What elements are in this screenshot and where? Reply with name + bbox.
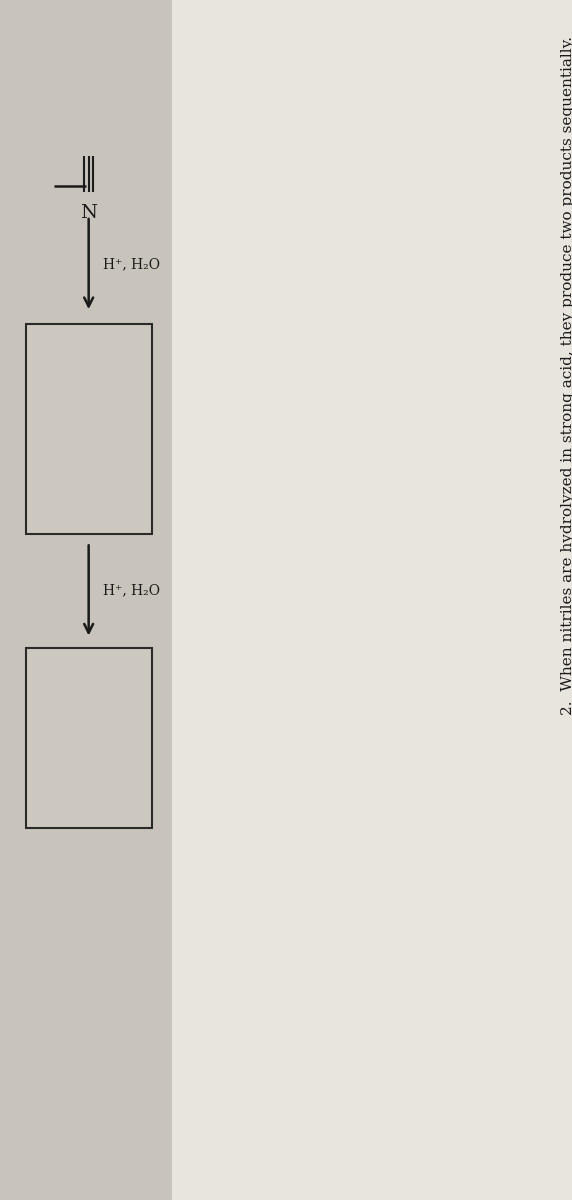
Text: 2.  When nitriles are hydrolyzed in strong acid, they produce two products seque: 2. When nitriles are hydrolyzed in stron… (561, 36, 572, 715)
Bar (26, 648, 152, 828)
FancyBboxPatch shape (172, 0, 572, 1200)
Text: H⁺, H₂O: H⁺, H₂O (103, 583, 160, 598)
Bar (26, 324, 152, 534)
Text: H⁺, H₂O: H⁺, H₂O (103, 257, 160, 271)
Text: N: N (80, 204, 97, 222)
